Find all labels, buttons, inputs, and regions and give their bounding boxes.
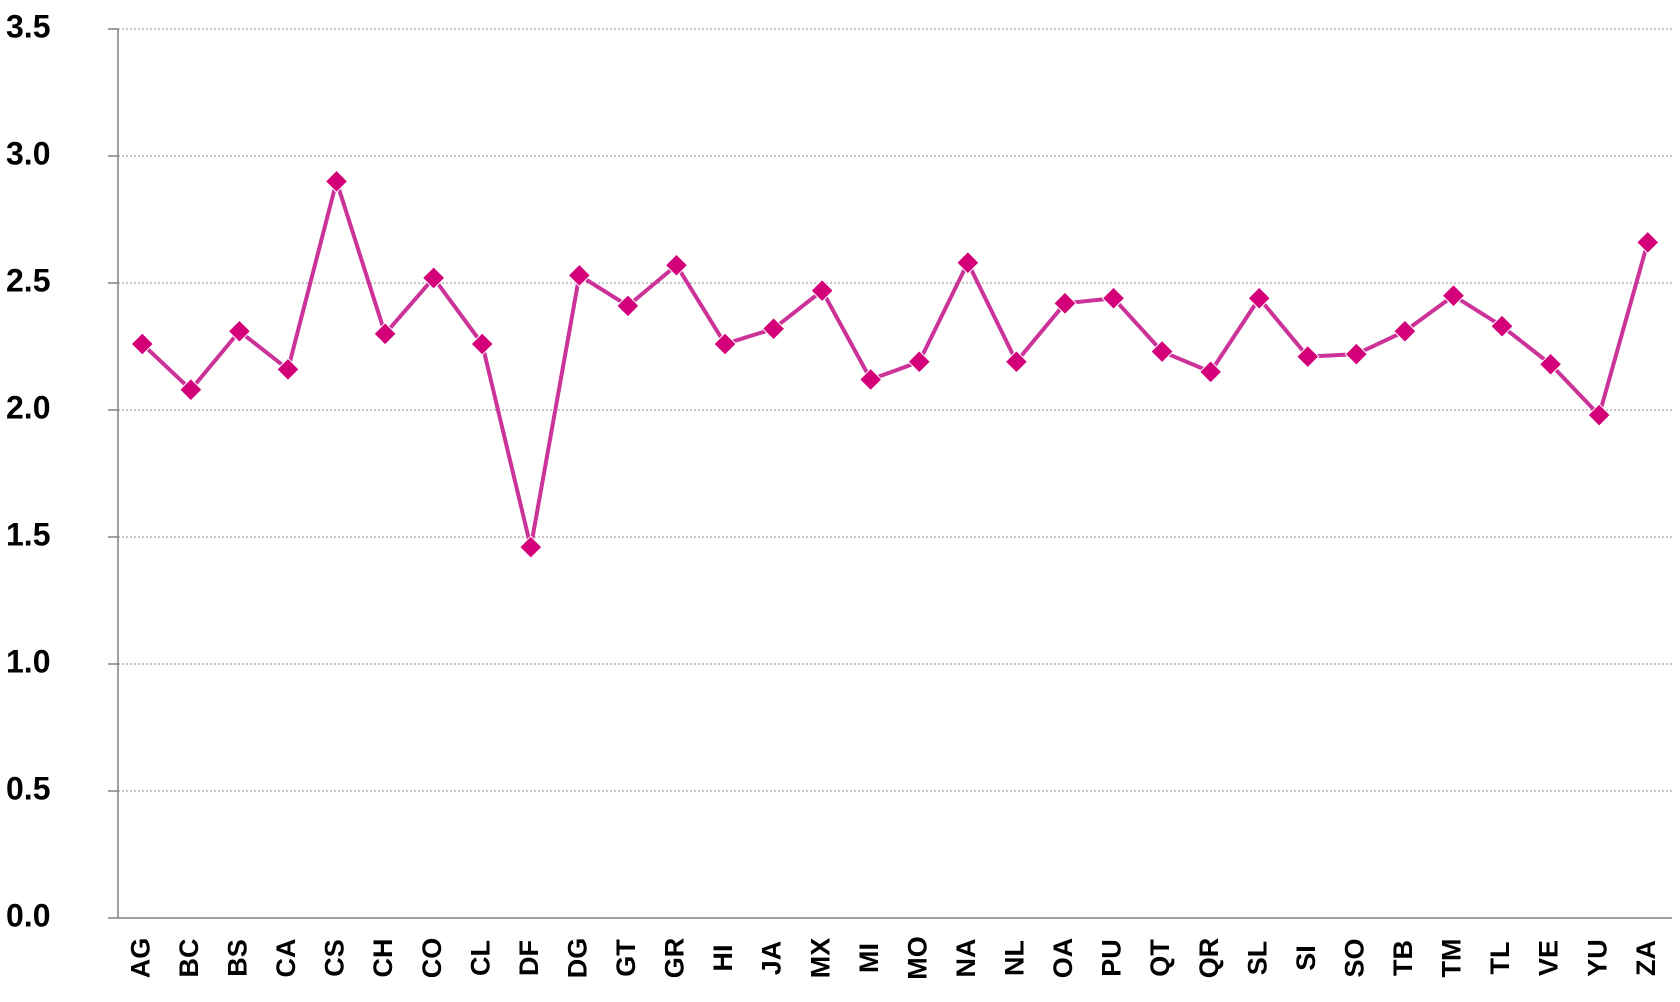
x-tick-label: TL [1485, 942, 1515, 975]
x-tick-label: CS [320, 939, 350, 977]
x-tick-label: TM [1437, 939, 1467, 978]
y-tick-label: 2.5 [6, 262, 50, 298]
data-point [1296, 344, 1320, 369]
data-point [227, 319, 252, 343]
data-point [324, 169, 349, 194]
data-point [1247, 286, 1271, 310]
data-point [1053, 291, 1077, 316]
x-tick-label: BC [174, 939, 204, 978]
x-tick-label: NA [951, 939, 981, 978]
x-tick-label: MX [805, 938, 835, 979]
x-tick-label: GR [660, 938, 690, 979]
x-tick-label: PU [1097, 939, 1127, 977]
data-point [616, 294, 640, 318]
data-point [1150, 339, 1174, 364]
y-tick-label: 1.5 [6, 516, 50, 552]
x-tick-label: JA [757, 941, 787, 976]
x-tick-label: SI [1291, 945, 1321, 971]
y-tick-label: 2.0 [6, 389, 50, 425]
series-line [140, 179, 1650, 550]
x-tick-label: YU [1582, 939, 1612, 977]
data-point [1393, 319, 1417, 343]
data-point [1198, 360, 1223, 384]
data-point [859, 367, 883, 392]
x-tick-label: CA [271, 939, 301, 978]
x-tick-label: TB [1388, 940, 1418, 976]
x-tick-label: GT [611, 939, 641, 977]
x-tick-label: VE [1534, 940, 1564, 976]
data-point [713, 332, 737, 356]
y-tick-label: 1.0 [6, 643, 50, 679]
data-point [761, 317, 786, 341]
data-point [664, 253, 689, 277]
x-tick-label: MO [902, 936, 932, 980]
y-tick-label: 3.0 [6, 135, 50, 171]
data-point [907, 350, 931, 374]
data-point [519, 535, 543, 559]
data-point [567, 263, 592, 288]
data-point [179, 377, 203, 402]
x-tick-label: CL [465, 940, 495, 976]
data-point [470, 332, 494, 356]
x-tick-label: ZA [1631, 940, 1661, 976]
data-point [1441, 283, 1466, 308]
x-tick-label: OA [1048, 938, 1078, 979]
data-point [1101, 286, 1126, 310]
x-tick-label: AG [125, 938, 155, 979]
data-point [1538, 352, 1563, 376]
y-tick-label: 0.5 [6, 770, 50, 806]
data-point [421, 266, 446, 290]
x-tick-label: MI [854, 943, 884, 973]
data-point [956, 250, 980, 275]
data-point [1344, 342, 1369, 366]
x-tick-label: DG [562, 938, 592, 979]
data-point [373, 322, 397, 346]
x-tick-label: BS [223, 939, 253, 977]
data-point [1490, 314, 1514, 338]
data-point [276, 357, 300, 382]
x-tick-label: DF [514, 940, 544, 976]
data-point [1636, 230, 1660, 255]
y-tick-label: 3.5 [6, 8, 50, 44]
data-point [1004, 350, 1029, 374]
x-tick-label: QT [1145, 939, 1175, 977]
data-point [1587, 403, 1611, 427]
x-tick-label: CO [417, 938, 447, 979]
y-tick-label: 0.0 [6, 897, 50, 933]
x-tick-label: SL [1242, 941, 1272, 976]
x-tick-label: QR [1194, 938, 1224, 979]
data-point [810, 278, 834, 303]
x-tick-label: HI [708, 945, 738, 972]
data-point [130, 332, 154, 356]
x-tick-label: CH [368, 939, 398, 978]
x-tick-label: SO [1339, 938, 1369, 977]
x-tick-label: NL [1000, 940, 1030, 976]
